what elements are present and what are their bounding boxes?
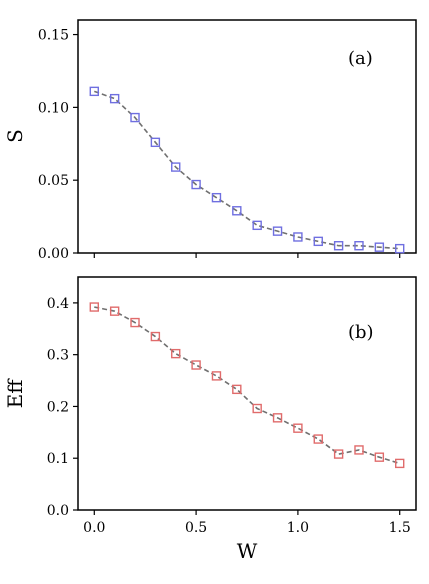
panel-b-x-tick-label: 0.0 (83, 520, 105, 536)
panel-b-data-point (374, 452, 385, 462)
panel-b-x-ticks: 0.0 0.5 1.0 1.5 (83, 510, 411, 536)
panel-b-y-tick-label: 0.0 (47, 503, 69, 519)
panel-b-data-point (395, 458, 405, 469)
panel-b-frame (77, 276, 417, 511)
panel-a-data-point (313, 236, 323, 247)
panel-a-y-tick-label: 0.05 (38, 173, 69, 189)
panel-a-data-point (374, 242, 385, 252)
panel-a-data-point (109, 93, 120, 104)
panel-b-data-point (272, 413, 283, 423)
panel-a-data-point (354, 241, 364, 251)
panel-b-data-point (293, 423, 303, 433)
panel-a-data-point (395, 243, 405, 254)
panel-b-x-tick-label: 0.5 (185, 520, 207, 536)
panel-b-x-tick-label: 1.5 (389, 520, 411, 536)
panel-a-data-point (211, 192, 222, 203)
panel-b: 0.0 0.5 1.0 1.5 0.0 0.1 0.2 0.3 0.4 (b) Eff W (3, 276, 417, 563)
panel-b-data-point (211, 371, 222, 381)
panel-b-x-axis-label: W (237, 539, 258, 563)
panel-a-data-point (171, 162, 181, 172)
panel-a-series (89, 86, 405, 254)
panel-a-frame (77, 19, 417, 254)
panel-b-data-point (89, 302, 99, 312)
panel-b-series-line (94, 306, 400, 465)
panel-b-y-tick-label: 0.1 (47, 451, 69, 467)
panel-b-data-point (191, 360, 201, 370)
panel-a-data-point (130, 112, 140, 123)
panel-a-label: (a) (348, 48, 373, 69)
panel-b-y-tick-label: 0.2 (47, 399, 69, 415)
panel-b-y-tick-label: 0.4 (47, 296, 69, 312)
panel-a-data-point (232, 206, 242, 216)
panel-a-x-ticks (93, 253, 401, 258)
panel-a-series-line (94, 90, 400, 250)
panel-b-y-tick-label: 0.3 (47, 348, 69, 364)
panel-a-y-ticks: 0.00 0.05 0.10 0.15 (38, 28, 78, 262)
panel-a-data-point (252, 220, 262, 231)
panel-b-data-point (313, 434, 323, 444)
panel-b-data-point (354, 445, 364, 455)
panel-b-x-tick-label: 1.0 (287, 520, 309, 536)
panel-a-data-point (293, 232, 303, 242)
panel-b-series (89, 302, 405, 469)
panel-b-data-point (232, 384, 242, 395)
panel-a-y-tick-label: 0.15 (38, 28, 69, 44)
panel-b-y-axis-label: Eff (3, 378, 27, 409)
panel-b-data-point (333, 449, 344, 459)
panel-a-y-axis-label: S (3, 129, 27, 143)
panel-a-data-point (333, 241, 344, 251)
panel-b-data-point (109, 306, 120, 316)
panel-b-data-point (252, 403, 262, 414)
panel-a-y-tick-label: 0.10 (38, 100, 69, 116)
panel-a-y-tick-label: 0.00 (38, 246, 69, 262)
panel-a: 0.00 0.05 0.10 0.15 (a) S (3, 19, 417, 262)
panel-b-y-ticks: 0.0 0.1 0.2 0.3 0.4 (47, 296, 78, 519)
panel-b-data-point (150, 331, 161, 342)
panel-b-label: (b) (348, 322, 374, 343)
panel-a-data-point (89, 86, 99, 97)
panel-a-data-point (150, 137, 161, 148)
panel-b-data-point (130, 317, 140, 328)
panel-b-data-point (171, 348, 181, 359)
panel-a-data-point (191, 179, 201, 190)
panel-a-data-point (272, 226, 283, 236)
